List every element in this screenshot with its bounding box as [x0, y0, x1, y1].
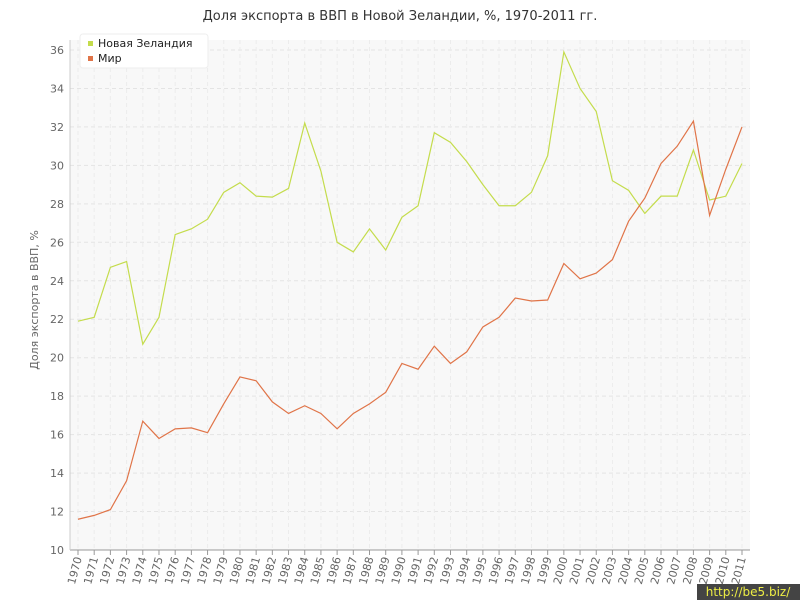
y-tick-label: 20: [50, 352, 64, 365]
y-tick-label: 10: [50, 544, 64, 557]
legend-label: Мир: [98, 52, 122, 65]
y-axis-label: Доля экспорта в ВВП, %: [28, 230, 41, 370]
y-tick-label: 32: [50, 121, 64, 134]
legend-swatch: [88, 41, 93, 46]
legend-box: [79, 33, 209, 69]
chart-title: Доля экспорта в ВВП в Новой Зеландии, %,…: [203, 9, 598, 24]
legend-swatch: [88, 56, 93, 61]
watermark: http://be5.biz/: [706, 585, 791, 599]
plot-background: [70, 40, 750, 550]
legend-label: Новая Зеландия: [98, 37, 193, 50]
y-tick-label: 18: [50, 390, 64, 403]
line-series: [77, 119, 743, 520]
y-tick-label: 24: [50, 275, 64, 288]
y-tick-label: 36: [50, 44, 64, 57]
watermark-bg: [697, 584, 800, 600]
y-tick-label: 16: [50, 429, 64, 442]
line-series: [77, 49, 743, 346]
y-tick-label: 22: [50, 313, 64, 326]
y-tick-label: 34: [50, 82, 64, 95]
y-tick-label: 12: [50, 506, 64, 519]
y-tick-label: 30: [50, 159, 64, 172]
y-tick-label: 26: [50, 236, 64, 249]
y-tick-label: 14: [50, 467, 64, 480]
y-tick-label: 28: [50, 198, 64, 211]
